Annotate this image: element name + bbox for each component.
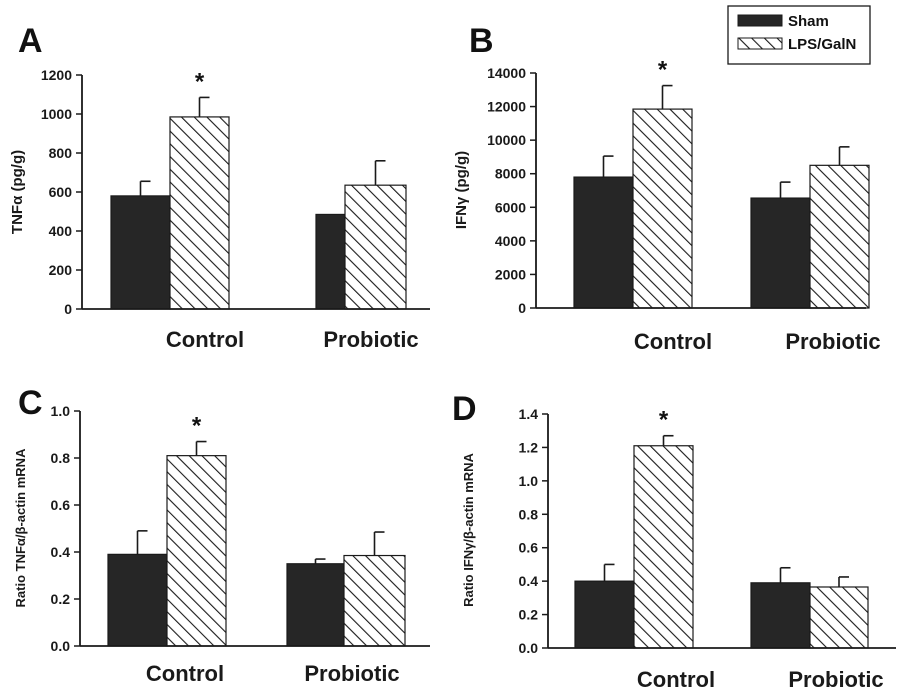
category-label-control: Control <box>637 667 715 692</box>
panel-label: B <box>469 22 494 60</box>
category-label-control: Control <box>146 661 224 686</box>
y-tick-label: 14000 <box>487 65 526 81</box>
category-label-probiotic: Probiotic <box>788 667 883 692</box>
bar-lpsgaln-probiotic <box>344 184 407 310</box>
y-tick-label: 0.6 <box>519 540 539 556</box>
bar-sham-probiotic <box>750 197 811 309</box>
legend-swatch-sham <box>737 14 783 27</box>
panel-label: D <box>452 390 477 428</box>
y-tick-label: 0.8 <box>51 450 71 466</box>
category-label-control: Control <box>166 327 244 352</box>
y-tick-label: 800 <box>49 145 73 161</box>
bar-lpsgaln-probiotic <box>809 586 869 649</box>
bar-sham-control <box>574 580 635 649</box>
chart-panel-a: 0 200 400 600 800 1000 1200 Control Probiotic TNF… <box>9 22 430 352</box>
y-tick-label: 1000 <box>41 106 72 122</box>
y-tick-label: 0.2 <box>519 607 539 623</box>
y-tick-label: 0.0 <box>519 640 539 656</box>
y-tick-label: 1200 <box>41 67 72 83</box>
y-tick-label: 0 <box>518 300 526 316</box>
bar-sham-probiotic <box>286 563 345 647</box>
category-label-probiotic: Probiotic <box>323 327 418 352</box>
y-tick-label: 8000 <box>495 166 526 182</box>
bar-lpsgaln-control <box>169 116 230 310</box>
y-tick-label: 0 <box>64 301 72 317</box>
y-tick-label: 0.8 <box>519 506 539 522</box>
y-tick-label: 200 <box>49 262 73 278</box>
legend-label-lpsgaln: LPS/GalN <box>788 36 856 53</box>
y-tick-label: 1.0 <box>51 403 71 419</box>
bar-sham-probiotic <box>750 582 811 649</box>
y-axis-label: TNFα (pg/g) <box>9 150 26 234</box>
category-label-probiotic: Probiotic <box>304 661 399 686</box>
significance-marker: * <box>195 68 205 95</box>
y-axis-label: Ratio IFNγ/β-actin mRNA <box>461 452 476 606</box>
y-tick-label: 12000 <box>487 99 526 115</box>
y-tick-label: 1.4 <box>519 406 539 422</box>
y-tick-label: 2000 <box>495 266 526 282</box>
panel-label: C <box>18 384 43 422</box>
y-tick-label: 400 <box>49 223 73 239</box>
panel-label: A <box>18 22 43 60</box>
bar-lpsgaln-control <box>633 445 694 649</box>
y-tick-label: 0.0 <box>51 638 71 654</box>
legend: Sham LPS/GalN <box>727 5 871 65</box>
y-tick-label: 1.2 <box>519 439 539 455</box>
category-label-control: Control <box>634 329 712 354</box>
y-tick-label: 0.4 <box>519 573 539 589</box>
significance-marker: * <box>658 57 668 84</box>
bar-sham-control <box>573 176 634 309</box>
significance-marker: * <box>192 413 202 440</box>
chart-panel-b: 0 2000 4000 6000 8000 10000 12000 14000 Control P… <box>453 22 881 354</box>
y-tick-label: 0.4 <box>51 544 71 560</box>
y-tick-label: 10000 <box>487 132 526 148</box>
bar-lpsgaln-control <box>632 108 693 309</box>
legend-label-sham: Sham <box>788 13 829 30</box>
y-axis-label: IFNγ (pg/g) <box>453 151 470 229</box>
y-tick-label: 4000 <box>495 233 526 249</box>
chart-panel-d: 0.0 0.2 0.4 0.6 0.8 1.0 1.2 1.4 Control Probiotic… <box>452 390 896 692</box>
y-tick-label: 0.6 <box>51 497 71 513</box>
category-label-probiotic: Probiotic <box>785 329 880 354</box>
chart-panel-c: 0.0 0.2 0.4 0.6 0.8 1.0 Control Probiotic Ratio … <box>13 384 430 686</box>
significance-marker: * <box>659 407 669 434</box>
legend-swatch-lpsgaln <box>737 37 783 50</box>
y-tick-label: 0.2 <box>51 591 71 607</box>
bar-lpsgaln-probiotic <box>343 554 406 647</box>
bar-sham-control <box>110 195 171 310</box>
y-tick-label: 6000 <box>495 199 526 215</box>
y-tick-label: 600 <box>49 184 73 200</box>
y-tick-label: 1.0 <box>519 473 539 489</box>
bar-lpsgaln-control <box>166 455 227 647</box>
bar-sham-control <box>107 553 168 647</box>
bar-lpsgaln-probiotic <box>809 164 870 309</box>
y-axis-label: Ratio TNFα/β-actin mRNA <box>13 448 28 608</box>
